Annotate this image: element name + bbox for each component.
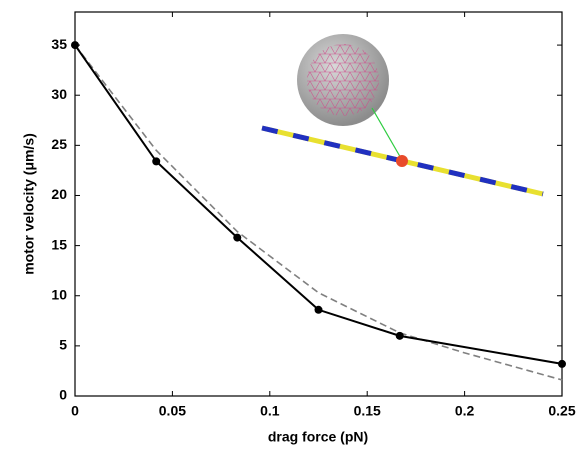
bead-mesh bbox=[307, 44, 379, 116]
y-tick-label: 15 bbox=[51, 236, 67, 252]
y-tick-label: 5 bbox=[59, 337, 67, 353]
y-tick-label: 10 bbox=[51, 286, 67, 302]
y-tick-label: 35 bbox=[51, 36, 67, 52]
x-tick-label: 0.15 bbox=[354, 403, 381, 419]
inset-illustration bbox=[261, 34, 544, 197]
series-line bbox=[74, 44, 563, 381]
x-tick-label: 0.2 bbox=[455, 403, 475, 419]
series-line bbox=[74, 44, 563, 365]
x-axis-label: drag force (pN) bbox=[268, 429, 368, 445]
data-point bbox=[558, 359, 566, 368]
x-tick-label: 0.1 bbox=[260, 403, 280, 419]
plot-frame bbox=[74, 11, 563, 397]
tether bbox=[371, 107, 403, 161]
data-point bbox=[71, 41, 79, 50]
y-tick-label: 25 bbox=[51, 136, 67, 152]
x-tick-label: 0 bbox=[71, 403, 79, 419]
y-tick-label: 0 bbox=[59, 387, 67, 403]
data-point bbox=[152, 157, 161, 166]
motor bbox=[396, 155, 408, 167]
y-tick-label: 30 bbox=[51, 86, 67, 102]
y-axis-label: motor velocity (μm/s) bbox=[21, 133, 37, 275]
x-tick-label: 0.25 bbox=[548, 403, 575, 419]
y-tick-label: 20 bbox=[51, 186, 67, 202]
data-point bbox=[314, 305, 323, 314]
data-point bbox=[233, 233, 242, 242]
x-tick-label: 0.05 bbox=[159, 403, 186, 419]
data-point bbox=[395, 331, 404, 340]
